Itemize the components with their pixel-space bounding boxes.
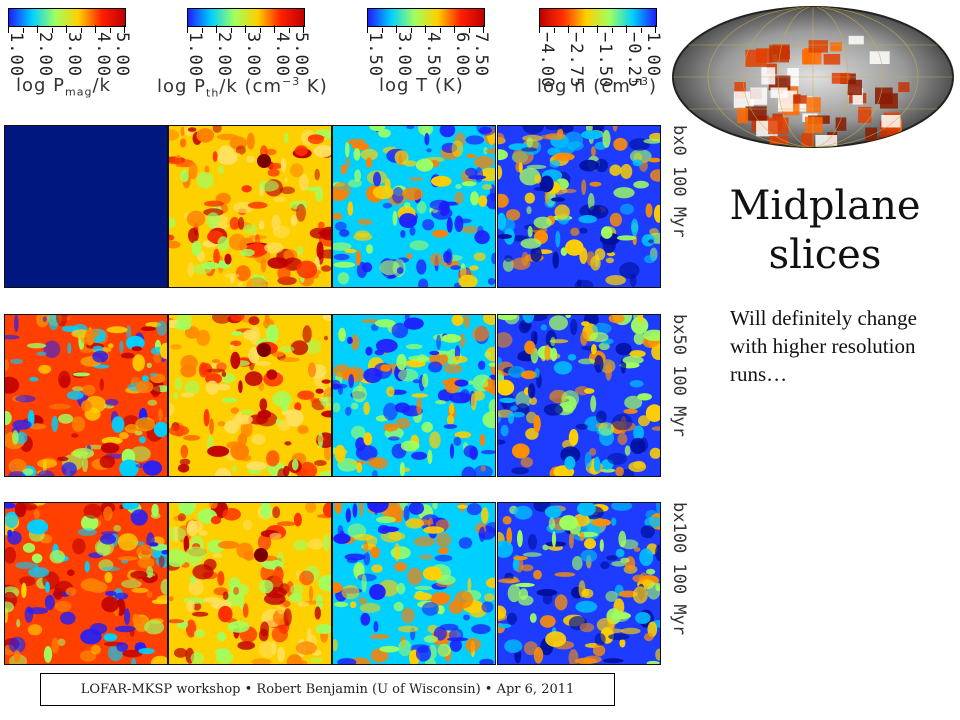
slice-field-image — [329, 310, 503, 483]
colorbar-axis-label: log Pth/k (cm−3 K) — [157, 75, 328, 100]
row-label-bx100: bx100 100 Myr — [669, 502, 689, 636]
row-label-bx50: bx50 100 Myr — [669, 314, 689, 437]
slice-field-image — [0, 308, 173, 482]
colorbar-tick-label: 3.00 — [394, 32, 414, 77]
slide-note: Will definitely change with higher resol… — [730, 306, 917, 386]
slice-panel — [492, 307, 669, 481]
slice-panel — [491, 496, 670, 667]
colorbar-3 — [539, 8, 657, 27]
slide-title: Midplane slices — [729, 183, 921, 278]
colorbar-2 — [367, 8, 485, 27]
slice-panel — [164, 309, 339, 485]
slice-field-image — [164, 309, 339, 485]
colorbar-tick-label: 4.00 — [272, 32, 292, 77]
slice-panel — [0, 500, 173, 671]
colorbar-tick-label: 2.00 — [214, 32, 234, 77]
colorbar-axis-label: log T (K) — [379, 75, 464, 96]
slice-field-image — [163, 497, 340, 671]
slice-panel — [0, 308, 173, 482]
colorbar-tick-label: 1.50 — [365, 32, 385, 77]
slice-panel — [161, 123, 339, 294]
colorbar-tick-label: 1.00 — [185, 32, 205, 77]
colorbar-tick-label: 2.00 — [35, 32, 55, 77]
sky-map-image — [672, 6, 954, 148]
slide-footer: LOFAR-MKSP workshop • Robert Benjamin (U… — [40, 673, 615, 706]
colorbar-axis-label: log n (cm−3) — [537, 75, 657, 97]
colorbar-ticks — [539, 25, 656, 33]
colorbar-axis-label: log Pmag/k — [16, 75, 111, 99]
slice-panel — [4, 125, 168, 288]
colorbar-tick-label: 3.00 — [243, 32, 263, 77]
slice-field-image — [491, 118, 669, 292]
colorbar-0 — [8, 8, 126, 27]
colorbar-ticks — [8, 25, 125, 33]
slice-panel — [329, 118, 504, 291]
colorbar-tick-label: 1.00 — [643, 32, 663, 77]
colorbar-tick-label: 6.00 — [452, 32, 472, 77]
slice-field-image — [492, 307, 669, 481]
colorbar-ticks — [187, 25, 304, 33]
colorbar-tick-label: 3.00 — [64, 32, 84, 77]
slice-field-image — [0, 500, 173, 671]
slice-field-image — [325, 495, 503, 670]
colorbar-1 — [187, 8, 305, 27]
colorbar-ticks — [367, 25, 484, 33]
slice-panel — [329, 310, 503, 483]
colorbar-tick-label: 4.00 — [93, 32, 113, 77]
colorbar-tick-label: 5.00 — [291, 32, 311, 77]
slice-field-image — [329, 118, 504, 291]
slice-panel — [491, 118, 669, 292]
slice-panel — [163, 497, 340, 671]
colorbar-tick-label: 1.00 — [6, 32, 26, 77]
colorbar-tick-label: 5.00 — [112, 32, 132, 77]
slice-field-image — [161, 123, 339, 294]
colorbar-tick-label: 4.50 — [423, 32, 443, 77]
slice-field-image — [491, 496, 670, 667]
colorbar-tick-label: 7.50 — [471, 32, 491, 77]
slice-panel — [325, 495, 503, 670]
row-label-bx0: bx0 100 Myr — [669, 125, 689, 238]
